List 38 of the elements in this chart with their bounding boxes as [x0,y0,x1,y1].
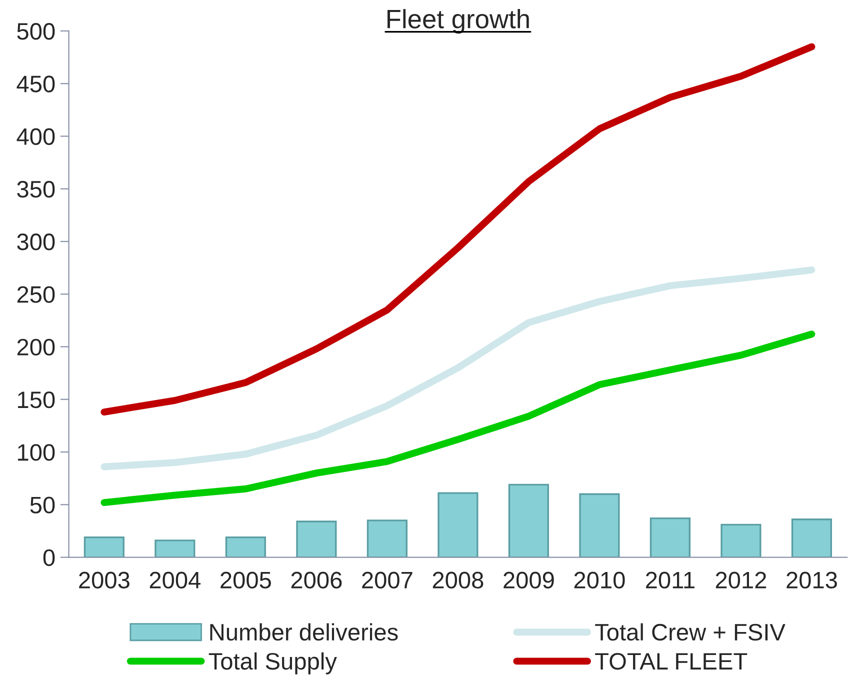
y-tick-label: 400 [16,128,55,146]
x-tick-label: 2011 [646,572,694,589]
bar [508,484,549,558]
bar [154,540,196,558]
y-tick-label: 450 [16,76,55,92]
legend-label: Number deliveries [210,623,398,641]
bar [438,492,478,558]
x-tick-label: 2010 [574,572,625,589]
legend-label: TOTAL FLEET [595,652,748,670]
y-tick-label: 500 [17,23,55,40]
legend-label: Total Supply [208,652,337,674]
bar [650,517,691,558]
bar [791,518,832,558]
x-tick-label: 2008 [432,572,484,589]
bar [579,493,620,558]
chart-title: Fleet growth [388,9,529,34]
y-tick-label: 100 [18,444,55,461]
legend-label: Total Crew + FSIV [595,623,786,641]
bar [84,536,124,558]
bar [225,536,266,558]
y-tick-label: 200 [17,338,55,356]
x-tick-label: 2004 [150,572,201,589]
x-tick-label: 2009 [504,572,554,589]
x-tick-label: 2006 [291,572,342,589]
y-tick-label: 350 [17,180,55,198]
x-tick-label: 2007 [362,572,412,589]
bar [366,520,408,558]
x-tick-label: 2012 [716,572,766,589]
y-tick-label: 300 [17,234,55,250]
y-tick-label: 50 [30,496,55,514]
bar [296,520,337,558]
x-tick-label: 2013 [786,572,837,589]
x-tick-label: 2005 [220,572,271,589]
bar [720,524,762,558]
y-tick-label: 0 [43,549,55,566]
y-tick-label: 150 [18,391,55,408]
y-tick-label: 250 [17,286,55,303]
x-tick-label: 2003 [79,572,130,589]
